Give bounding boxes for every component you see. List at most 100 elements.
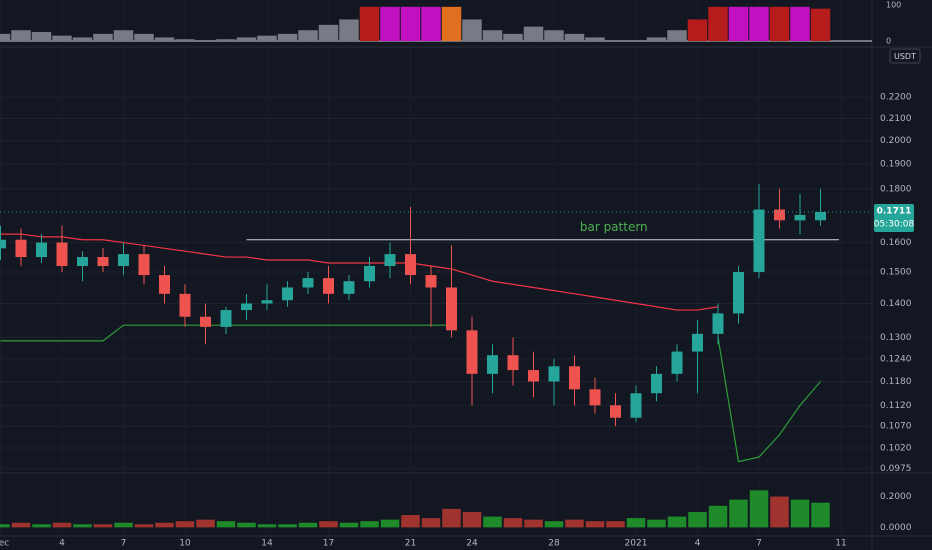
osc-bar xyxy=(298,30,318,42)
candle-body xyxy=(610,405,621,418)
volume-bar xyxy=(462,511,482,528)
volume-bar xyxy=(503,518,523,528)
y-tick-label: 0.0975 xyxy=(880,464,912,474)
candle-body xyxy=(179,293,191,317)
osc-bar xyxy=(503,33,523,42)
candle-body xyxy=(282,287,293,301)
x-tick-label: 7 xyxy=(756,539,762,549)
volume-bar xyxy=(524,519,543,528)
candle-body xyxy=(651,373,662,394)
last-price-label: 0.1711 xyxy=(877,206,912,216)
y-tick-label: 0.1020 xyxy=(880,444,912,454)
volume-bar xyxy=(278,524,297,528)
y-tick-label: 0.1800 xyxy=(880,184,912,194)
osc-bar xyxy=(11,30,31,42)
volume-bar xyxy=(0,524,10,528)
volume-bar xyxy=(585,521,605,528)
osc-bar xyxy=(441,6,462,42)
volume-bar xyxy=(401,515,420,528)
x-tick-label: 7 xyxy=(121,539,127,549)
volume-bar xyxy=(319,521,338,528)
y-tick-label: 0.1500 xyxy=(880,268,912,278)
currency-box xyxy=(889,48,921,64)
annotation-text: bar pattern xyxy=(580,220,648,234)
volume-bar xyxy=(811,502,830,528)
osc-bar xyxy=(31,32,52,42)
osc-bar xyxy=(708,6,728,42)
osc-bar xyxy=(154,37,175,42)
candle-body xyxy=(446,287,457,331)
volume-bar xyxy=(11,522,31,528)
candle-body xyxy=(569,366,580,390)
volume-bar xyxy=(729,499,748,528)
volume-bar xyxy=(544,521,564,528)
volume-bar xyxy=(749,490,769,528)
volume-bar xyxy=(606,521,625,528)
x-tick-label: 10 xyxy=(179,539,191,549)
y-tick-label: 0.2200 xyxy=(880,93,912,103)
candle-body xyxy=(425,275,437,288)
osc-bar xyxy=(175,39,195,42)
candle-body xyxy=(159,275,170,294)
volume-bar xyxy=(114,522,133,528)
osc-bar xyxy=(667,30,687,42)
osc-bar xyxy=(339,19,359,42)
candle-body xyxy=(630,393,642,418)
currency-label: USDT xyxy=(894,52,916,61)
candle-body xyxy=(0,239,6,249)
candle-body xyxy=(302,278,314,288)
volume-bar xyxy=(626,518,646,528)
volume-bar xyxy=(196,519,215,528)
volume-bar xyxy=(770,496,789,528)
candle-body xyxy=(97,257,109,266)
candle-body xyxy=(36,242,47,258)
y-tick-label: 0.1400 xyxy=(880,299,912,309)
candle-body xyxy=(589,389,601,406)
osc-tick-label: 100 xyxy=(886,1,901,10)
osc-bar xyxy=(0,33,11,42)
volume-bar xyxy=(667,516,687,528)
osc-bar xyxy=(359,6,380,42)
volume-bar xyxy=(483,516,502,528)
osc-bar xyxy=(749,6,769,42)
candle-body xyxy=(261,300,273,304)
candle-body xyxy=(487,355,498,374)
volume-tick-label: 0.2000 xyxy=(880,492,912,502)
volume-bar xyxy=(339,522,359,528)
candle-body xyxy=(56,242,68,266)
candle-body xyxy=(712,313,724,334)
volume-bar xyxy=(216,521,236,528)
volume-bar xyxy=(155,522,174,528)
volume-bar xyxy=(360,521,379,528)
osc-bar xyxy=(277,33,298,42)
y-tick-label: 0.1120 xyxy=(880,401,912,411)
x-tick-label: 11 xyxy=(835,539,846,549)
y-tick-label: 0.1300 xyxy=(880,333,912,343)
osc-tick-label: 0 xyxy=(886,37,891,46)
osc-bar xyxy=(236,37,257,42)
candle-body xyxy=(220,310,232,327)
candle-body xyxy=(507,355,519,371)
volume-bar xyxy=(647,519,666,528)
volume-bar xyxy=(298,522,318,528)
osc-bar xyxy=(72,37,93,42)
osc-bar xyxy=(790,6,810,42)
candle-body xyxy=(692,333,703,352)
candle-body xyxy=(405,254,416,276)
osc-bar xyxy=(646,37,667,42)
candle-body xyxy=(138,254,150,276)
candle-body xyxy=(200,316,211,327)
candle-body xyxy=(548,366,560,382)
y-tick-label: 0.1600 xyxy=(880,238,912,248)
osc-bar xyxy=(93,33,113,42)
osc-bar xyxy=(810,8,831,42)
candle-body xyxy=(671,351,683,374)
candle-body xyxy=(384,254,396,266)
osc-bar xyxy=(216,39,236,42)
candle-body xyxy=(794,214,806,221)
volume-bar xyxy=(32,524,51,528)
osc-bar xyxy=(113,30,134,42)
candle-body xyxy=(753,209,765,273)
osc-bar xyxy=(482,30,503,42)
y-tick-label: 0.1240 xyxy=(880,354,912,364)
